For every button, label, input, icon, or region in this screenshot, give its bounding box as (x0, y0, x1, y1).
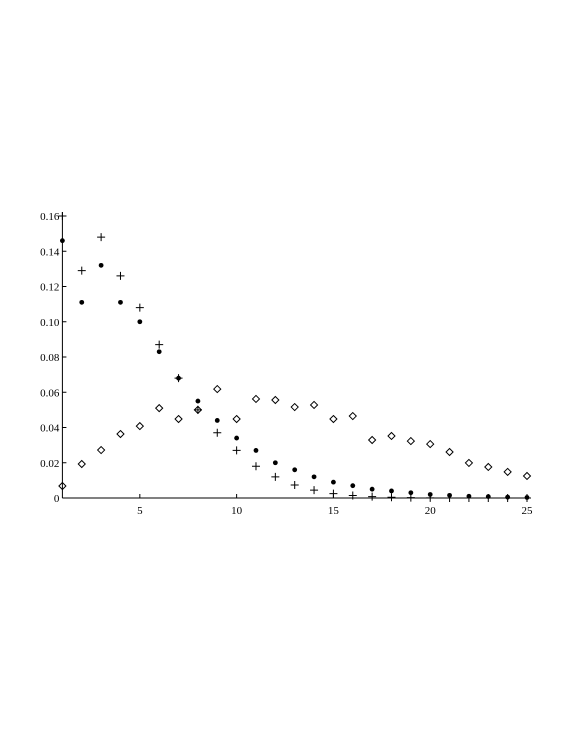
point (522, 471, 532, 481)
point (116, 271, 125, 280)
point (137, 319, 143, 325)
point (309, 400, 319, 410)
point (464, 458, 474, 468)
point (426, 439, 435, 449)
point (272, 460, 278, 466)
point (292, 467, 298, 473)
point (290, 480, 299, 489)
x-tick-label: 20 (425, 505, 437, 517)
x-tick-label: 10 (231, 505, 243, 517)
point (118, 299, 123, 305)
point (174, 414, 183, 424)
point (98, 262, 104, 268)
x-tick-label: 5 (137, 505, 143, 517)
point (484, 462, 493, 472)
point (213, 428, 222, 437)
point (271, 472, 280, 481)
point (387, 431, 396, 441)
point (445, 494, 454, 502)
point (234, 435, 240, 441)
point (58, 481, 67, 491)
point (329, 414, 338, 424)
point (195, 398, 201, 404)
point (445, 447, 454, 457)
point (271, 395, 280, 405)
point (193, 405, 203, 415)
point (311, 474, 317, 480)
point (523, 494, 531, 502)
point (154, 403, 164, 413)
y-tick-label: 0.10 (40, 317, 60, 329)
point (329, 489, 338, 498)
x-tick-label: 25 (522, 505, 534, 517)
y-tick-label: 0.14 (40, 246, 60, 258)
point (253, 448, 259, 453)
point (213, 384, 222, 394)
x-tick-label: 15 (328, 505, 340, 517)
point (58, 212, 67, 220)
point (464, 494, 473, 502)
y-tick-label: 0.12 (40, 282, 59, 294)
point (310, 486, 319, 495)
point (350, 483, 356, 489)
point (367, 435, 377, 445)
y-tick-label: 0.04 (40, 423, 60, 435)
point (214, 418, 220, 423)
point (96, 445, 106, 455)
point (155, 340, 164, 349)
point (156, 349, 162, 355)
point (77, 266, 86, 275)
point (60, 238, 65, 244)
point (389, 488, 394, 494)
point (116, 429, 125, 439)
point (232, 446, 241, 455)
point (387, 493, 396, 502)
point (406, 436, 416, 446)
y-tick-label: 0 (54, 493, 60, 505)
point (484, 494, 493, 502)
point (290, 402, 299, 412)
point (503, 467, 512, 477)
point (503, 494, 512, 502)
point (232, 414, 241, 424)
point (135, 303, 144, 312)
point (348, 411, 357, 421)
point (369, 486, 375, 492)
point (193, 405, 202, 414)
point (251, 394, 261, 404)
point (426, 493, 435, 502)
y-tick-label: 0.16 (40, 211, 60, 223)
point (79, 299, 85, 305)
point (368, 492, 377, 501)
point (408, 490, 414, 496)
y-tick-label: 0.02 (40, 458, 59, 470)
point (406, 493, 415, 502)
point (77, 459, 86, 469)
point (97, 233, 106, 242)
y-tick-label: 0.06 (40, 387, 60, 399)
point (251, 462, 260, 471)
point (331, 479, 336, 485)
point (174, 374, 183, 383)
y-tick-label: 0.08 (40, 352, 60, 364)
point (348, 491, 357, 500)
point (135, 421, 145, 431)
